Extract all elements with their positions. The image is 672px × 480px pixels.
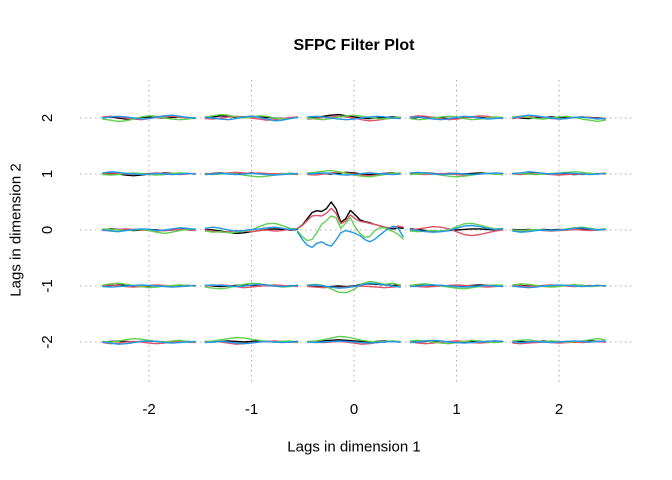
filter-curve-filter-4-cell1,2 — [409, 115, 504, 121]
filter-curve-filter-3-cell2,2 — [512, 115, 606, 123]
filter-curve-filter-2-cell0,0 — [296, 207, 404, 230]
filter-curve-filter-4-cell-1,1 — [204, 172, 299, 176]
y-tick-label: 0 — [39, 226, 56, 234]
filter-curve-filter-4-cell2,-2 — [512, 340, 606, 344]
filter-curve-filter-3-cell-2,-1 — [102, 282, 196, 289]
filter-curve-filter-4-cell-2,2 — [102, 114, 196, 120]
filter-curve-filter-4-cell0,-2 — [307, 340, 401, 344]
y-tick-label: -2 — [39, 335, 56, 348]
filter-curve-filter-2-cell1,2 — [409, 115, 504, 121]
x-tick-label: 0 — [350, 401, 358, 418]
filter-curve-filter-3-cell-2,2 — [102, 115, 196, 123]
filter-curve-filter-4-cell1,-2 — [409, 339, 504, 344]
filter-curve-filter-4-cell-1,0 — [204, 226, 299, 232]
y-tick-label: 1 — [39, 170, 56, 178]
filter-curve-filter-4-cell-1,-1 — [204, 283, 299, 288]
filter-curve-filter-4-cell1,1 — [409, 171, 504, 176]
filter-curve-filter-4-cell1,-1 — [409, 284, 504, 288]
filter-curve-filter-2-cell1,-1 — [409, 284, 504, 288]
filter-curve-filter-4-cell0,2 — [307, 115, 401, 121]
filter-curve-filter-4-cell-2,-1 — [102, 284, 196, 288]
x-tick-label: 2 — [555, 401, 563, 418]
filter-curve-filter-4-cell0,0 — [296, 225, 404, 249]
filter-curve-filter-4-cell2,0 — [512, 227, 606, 233]
x-axis-label: Lags in dimension 1 — [287, 438, 421, 456]
filter-curve-filter-4-cell-2,-2 — [102, 340, 196, 345]
filter-curve-filter-4-cell2,1 — [512, 171, 606, 176]
y-tick-label: 2 — [39, 114, 56, 122]
filter-curve-filter-4-cell-2,1 — [102, 171, 196, 176]
plot-title: SFPC Filter Plot — [293, 37, 415, 54]
filter-curve-filter-3-cell0,2 — [307, 114, 401, 121]
filter-curve-filter-2-cell-2,-2 — [102, 340, 196, 345]
x-tick-label: -1 — [245, 401, 258, 418]
y-axis-label: Lags in dimension 2 — [7, 163, 25, 297]
filter-curve-filter-4-cell-2,0 — [102, 227, 196, 233]
filter-curve-filter-4-cell2,2 — [512, 114, 606, 120]
filter-curve-filter-4-cell1,0 — [409, 224, 504, 233]
filter-curve-filter-3-cell-1,-2 — [204, 336, 299, 343]
y-tick-label: -1 — [39, 279, 56, 292]
filter-curve-filter-4-cell0,-1 — [307, 282, 401, 289]
x-tick-label: 1 — [452, 401, 460, 418]
filter-curve-filter-2-cell1,0 — [409, 225, 504, 237]
x-tick-label: -2 — [142, 401, 155, 418]
filter-curve-filter-3-cell0,0 — [296, 215, 404, 242]
filter-curve-filter-4-cell0,1 — [307, 172, 401, 176]
filter-curve-filter-4-cell-1,-2 — [204, 340, 299, 345]
filter-curve-filter-3-cell-2,0 — [102, 228, 196, 235]
filter-curve-filter-4-cell2,-1 — [512, 284, 606, 289]
filter-curve-filter-4-cell-1,2 — [204, 115, 299, 122]
